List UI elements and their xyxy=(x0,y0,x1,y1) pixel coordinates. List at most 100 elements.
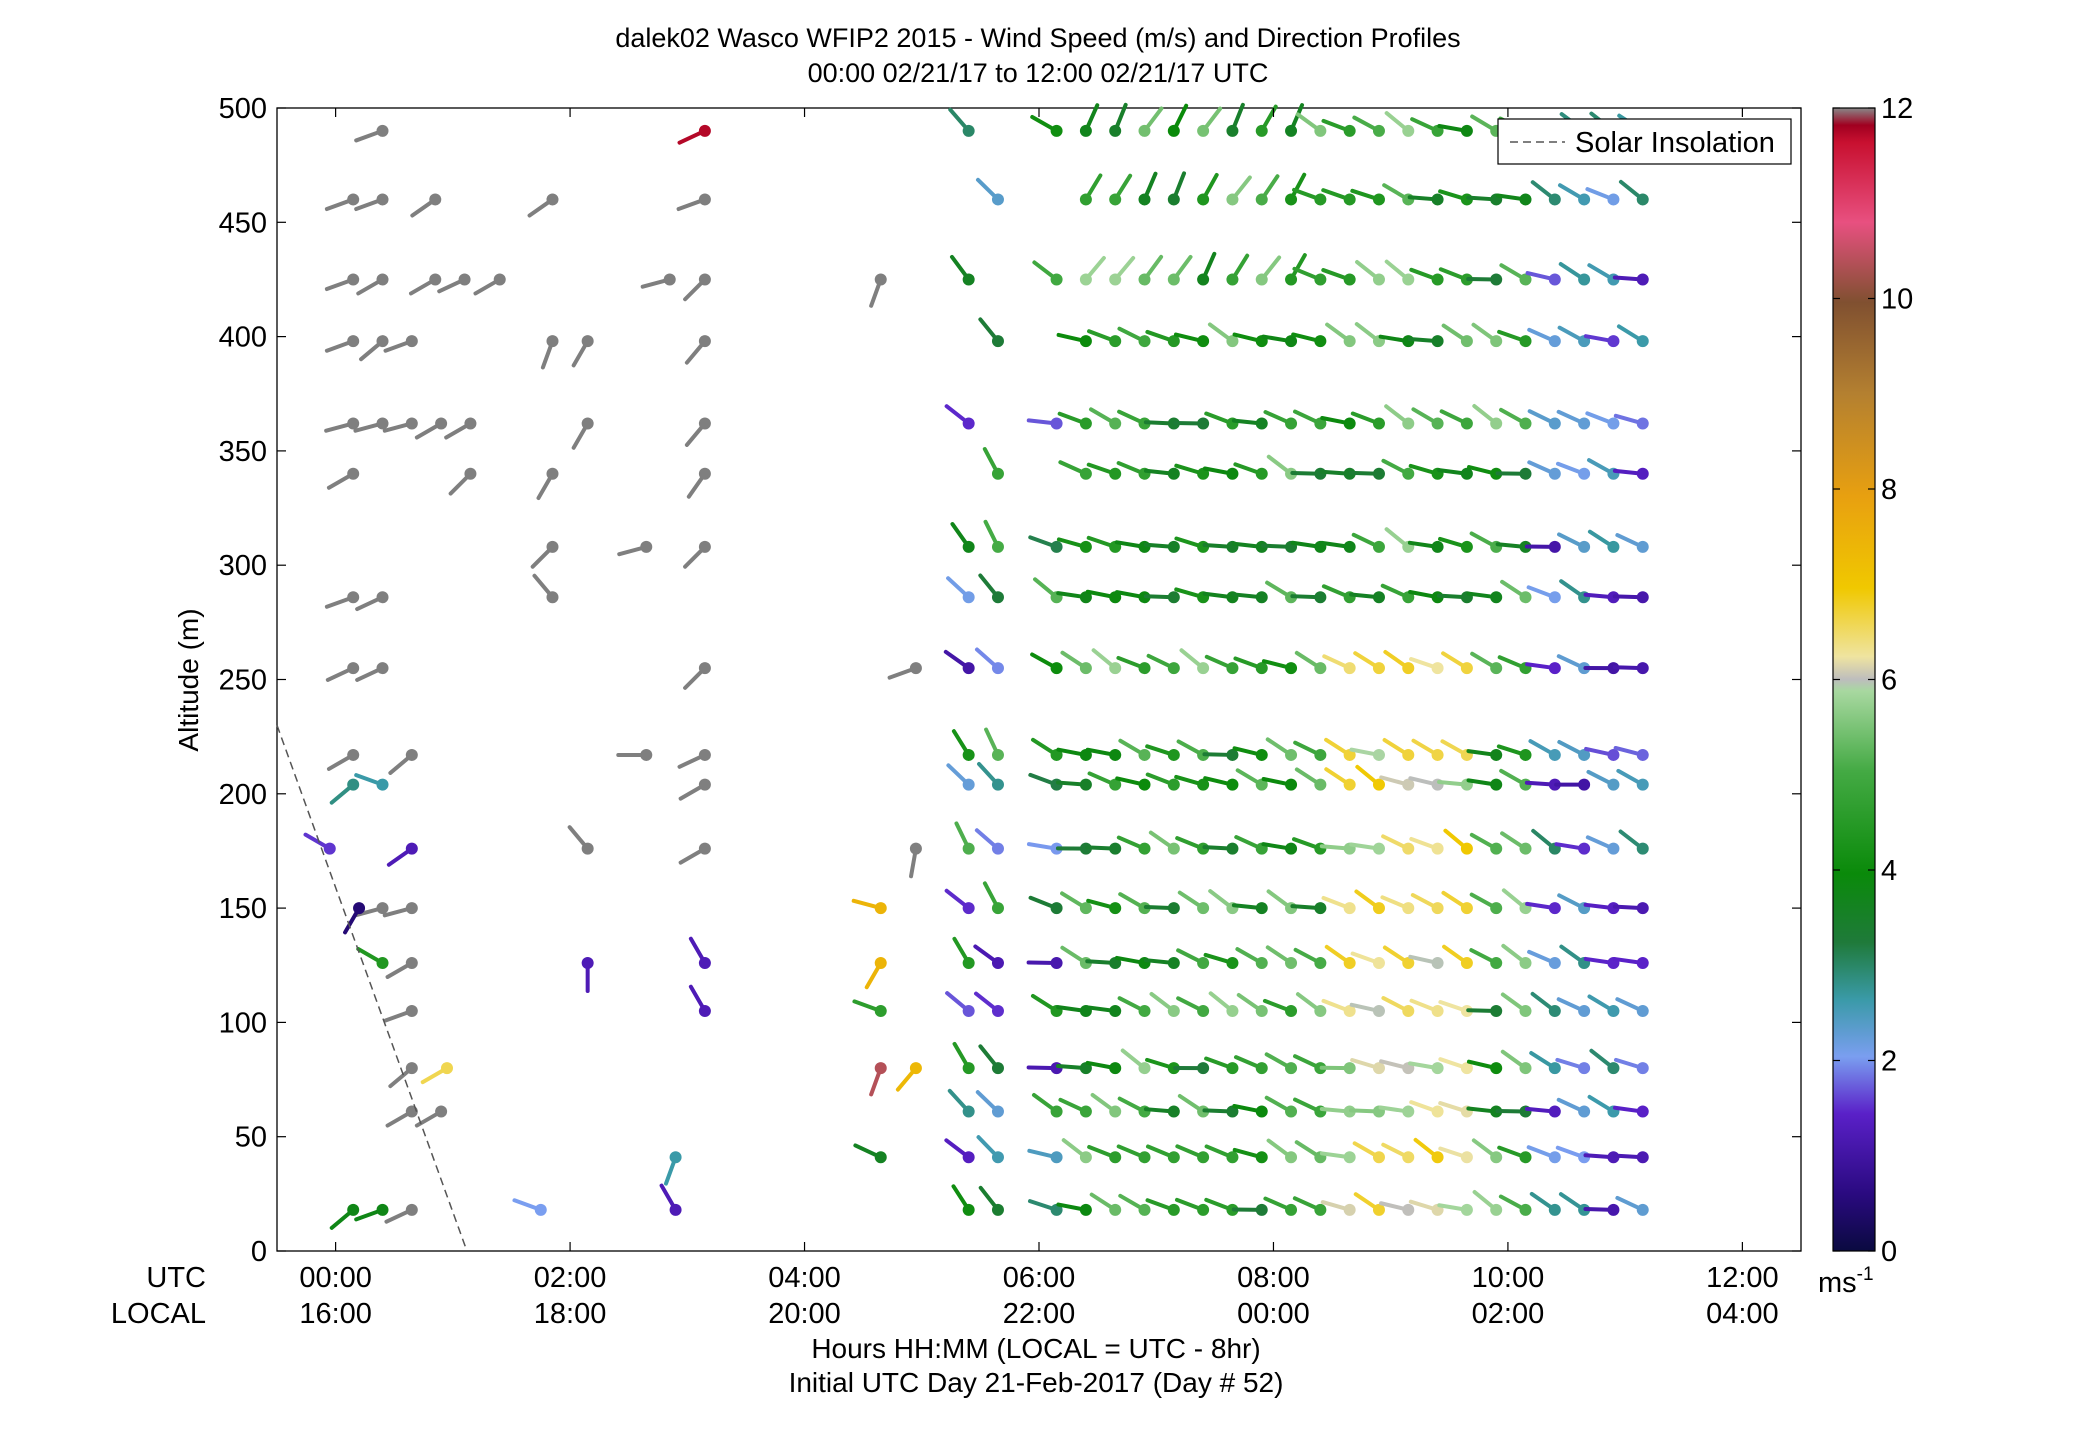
wind-barb-dot xyxy=(1226,843,1238,855)
wind-barb-dot xyxy=(1607,843,1619,855)
wind-barb-dot xyxy=(435,417,447,429)
wind-barb-dot xyxy=(1520,591,1532,603)
wind-barb-dot xyxy=(1051,541,1063,553)
wind-barb-dot xyxy=(1139,1204,1151,1216)
wind-barb-dot xyxy=(1080,125,1092,137)
wind-barb xyxy=(1029,1062,1063,1074)
wind-barb-dot xyxy=(464,417,476,429)
y-tick-label: 200 xyxy=(219,779,267,811)
wind-barb xyxy=(386,1005,418,1021)
wind-barb-dot xyxy=(1549,1005,1561,1017)
wind-barb-dot xyxy=(1226,662,1238,674)
wind-barb-dot xyxy=(1490,591,1502,603)
x-tick-label-local: 00:00 xyxy=(1237,1298,1310,1330)
wind-barb xyxy=(1205,468,1239,480)
wind-barb xyxy=(978,1092,1004,1117)
wind-barb xyxy=(1204,843,1238,855)
wind-barb-dot xyxy=(1490,843,1502,855)
wind-barb-dot xyxy=(1490,1204,1502,1216)
wind-barb xyxy=(1149,656,1180,674)
wind-barb xyxy=(1234,1204,1268,1216)
wind-barb xyxy=(867,957,887,987)
wind-barb-dot xyxy=(1197,417,1209,429)
wind-barb xyxy=(1385,740,1415,761)
wind-barb xyxy=(1619,326,1649,347)
wind-barb-dot xyxy=(1461,662,1473,674)
wind-barb xyxy=(662,1186,682,1216)
wind-barb xyxy=(1034,262,1062,285)
wind-barb xyxy=(1285,105,1302,137)
wind-barb xyxy=(1226,105,1242,137)
wind-barb xyxy=(1294,269,1326,286)
wind-barb xyxy=(1351,468,1385,480)
x-tick-label-utc: 00:00 xyxy=(299,1262,372,1294)
wind-barb xyxy=(1416,1140,1444,1163)
wind-barb-dot xyxy=(1314,193,1326,205)
wind-barb xyxy=(386,1204,417,1222)
wind-barb xyxy=(1182,650,1210,674)
wind-barb-dot xyxy=(1607,749,1619,761)
wind-barb-dot xyxy=(582,957,594,969)
wind-barb xyxy=(1621,832,1649,855)
wind-barb xyxy=(643,273,676,286)
wind-barb xyxy=(358,273,388,293)
wind-barb-dot xyxy=(1168,779,1180,791)
wind-barb-dot xyxy=(1637,843,1649,855)
wind-barb xyxy=(1615,957,1649,969)
wind-barb xyxy=(1616,748,1649,761)
wind-barb-dot xyxy=(1373,902,1385,914)
wind-barb-dot xyxy=(406,957,418,969)
wind-barb xyxy=(1062,948,1092,969)
wind-barb-dot xyxy=(1490,662,1502,674)
wind-barb xyxy=(1175,1062,1209,1074)
wind-barb-dot xyxy=(1168,1106,1180,1118)
wind-barb-dot xyxy=(1256,1151,1268,1163)
wind-barb xyxy=(1146,957,1180,969)
wind-barb-dot xyxy=(546,335,558,347)
wind-barb xyxy=(1327,947,1356,969)
wind-barb xyxy=(910,843,922,877)
wind-barb-dot xyxy=(1080,468,1092,480)
wind-barb-dot xyxy=(546,591,558,603)
x-tick-label-utc: 02:00 xyxy=(534,1262,607,1294)
wind-barb xyxy=(681,843,711,863)
wind-barb-dot xyxy=(1520,1151,1532,1163)
wind-barb xyxy=(411,273,441,293)
x-tick-label-utc: 10:00 xyxy=(1472,1262,1545,1294)
wind-barb-dot xyxy=(1490,417,1502,429)
wind-barb xyxy=(1031,898,1063,914)
wind-barb xyxy=(1530,411,1561,429)
wind-barb xyxy=(1139,109,1162,137)
wind-barb-dot xyxy=(963,902,975,914)
y-axis-label: Altitude (m) xyxy=(173,608,204,751)
wind-barb xyxy=(390,749,417,773)
wind-barb xyxy=(1236,1057,1268,1074)
wind-barb-dot xyxy=(1461,843,1473,855)
wind-barb xyxy=(1529,1147,1561,1163)
wind-barb xyxy=(1120,894,1150,914)
wind-barb-dot xyxy=(1344,957,1356,969)
wind-barb-dot xyxy=(377,779,389,791)
wind-barb-dot xyxy=(1139,273,1151,285)
wind-barb-dot xyxy=(1256,591,1268,603)
wind-barb xyxy=(986,522,1004,553)
wind-barb xyxy=(1080,175,1100,205)
wind-barb-dot xyxy=(1402,1005,1414,1017)
wind-barb xyxy=(332,779,359,803)
wind-barb-dot xyxy=(992,749,1004,761)
wind-barb xyxy=(1168,106,1186,137)
wind-barb xyxy=(1120,741,1150,761)
wind-barb xyxy=(980,319,1004,347)
wind-barb-dot xyxy=(670,1151,682,1163)
wind-barb-dot xyxy=(1285,417,1297,429)
wind-barb xyxy=(1468,749,1502,761)
x-tick-label-utc: 08:00 xyxy=(1237,1262,1310,1294)
wind-barb-dot xyxy=(1139,193,1151,205)
wind-barb-dot xyxy=(963,125,975,137)
wind-barb-dot xyxy=(347,335,359,347)
wind-barb xyxy=(1411,270,1443,286)
wind-barb xyxy=(1559,534,1590,552)
wind-barb-dot xyxy=(1256,273,1268,285)
wind-barb xyxy=(619,541,652,554)
wind-barb xyxy=(1235,464,1267,479)
